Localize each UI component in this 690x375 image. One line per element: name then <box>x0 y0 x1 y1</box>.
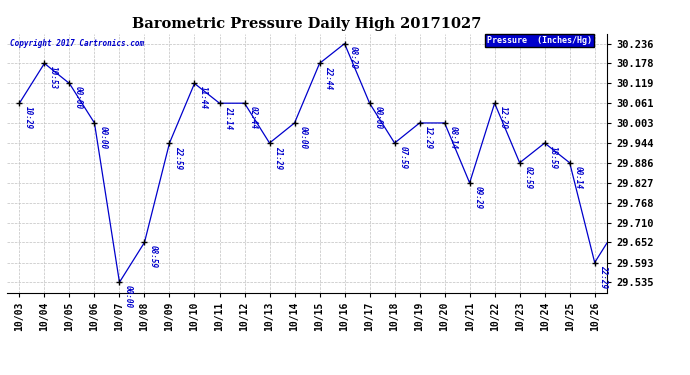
Text: 22:29: 22:29 <box>599 266 608 288</box>
Text: 00:00: 00:00 <box>124 285 132 308</box>
Text: 18:59: 18:59 <box>549 146 558 169</box>
Text: Pressure  (Inches/Hg): Pressure (Inches/Hg) <box>487 36 592 45</box>
Text: Copyright 2017 Cartronics.com: Copyright 2017 Cartronics.com <box>10 39 144 48</box>
Text: 00:00: 00:00 <box>74 86 83 109</box>
Text: 08:29: 08:29 <box>348 46 357 69</box>
Text: 12:29: 12:29 <box>424 126 433 149</box>
Title: Barometric Pressure Daily High 20171027: Barometric Pressure Daily High 20171027 <box>132 17 482 31</box>
Text: 08:14: 08:14 <box>0 374 1 375</box>
Text: 02:59: 02:59 <box>524 165 533 189</box>
Text: 00:00: 00:00 <box>299 126 308 149</box>
Text: 21:29: 21:29 <box>274 146 283 169</box>
Text: 22:44: 22:44 <box>324 66 333 89</box>
Text: 22:59: 22:59 <box>174 146 183 169</box>
Text: 11:44: 11:44 <box>199 86 208 109</box>
Text: 08:14: 08:14 <box>448 126 457 149</box>
Text: 02:44: 02:44 <box>248 106 257 129</box>
Text: 12:29: 12:29 <box>499 106 508 129</box>
Text: 21:29: 21:29 <box>0 374 1 375</box>
Text: 09:29: 09:29 <box>474 186 483 209</box>
Text: 00:14: 00:14 <box>574 165 583 189</box>
Text: 10:29: 10:29 <box>23 106 32 129</box>
Text: 00:00: 00:00 <box>374 106 383 129</box>
Text: 21:14: 21:14 <box>224 106 233 129</box>
Text: 00:00: 00:00 <box>99 126 108 149</box>
Text: 08:59: 08:59 <box>148 245 157 268</box>
Text: 10:53: 10:53 <box>48 66 57 89</box>
Text: 07:59: 07:59 <box>399 146 408 169</box>
